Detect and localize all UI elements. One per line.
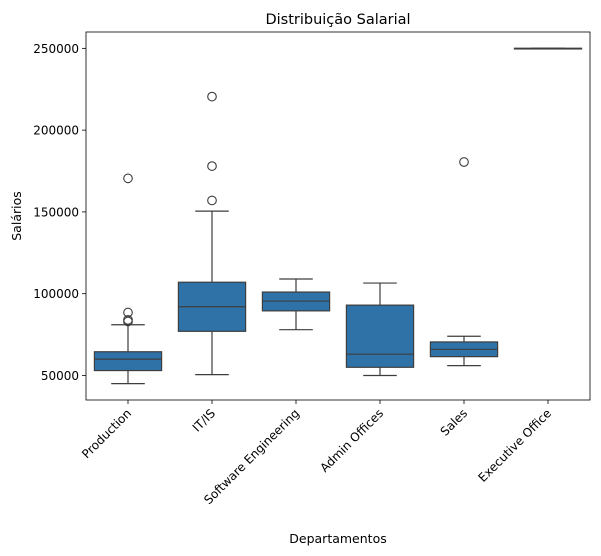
- outlier-1-2: [207, 91, 217, 102]
- y-tick-label-2: 150000: [33, 205, 79, 219]
- chart-title: Distribuição Salarial: [265, 12, 410, 28]
- y-tick-label-3: 200000: [33, 124, 79, 138]
- box-3: [345, 304, 415, 368]
- outlier-1-0: [207, 195, 217, 206]
- y-tick-label-4: 250000: [33, 42, 79, 56]
- outlier-0-2: [123, 307, 133, 318]
- boxes: [93, 47, 583, 385]
- x-tick-label-4: Sales: [438, 406, 470, 438]
- outlier-0-1: [123, 315, 133, 325]
- y-tick-label-0: 50000: [41, 369, 79, 383]
- outlier-1-1: [207, 161, 217, 171]
- box-group-1: [177, 91, 247, 376]
- x-tick-label-3: Admin Offices: [317, 406, 386, 475]
- box-group-2: [261, 278, 331, 331]
- x-tick-label-1: IT/IS: [190, 406, 218, 434]
- box-group-0: [93, 173, 163, 385]
- box-group-5: [513, 47, 583, 50]
- box-group-4: [429, 157, 499, 367]
- outlier-4-0: [459, 157, 469, 167]
- plot-area: [85, 31, 591, 401]
- outlier-0-3: [123, 173, 133, 184]
- y-axis: 50000 100000 150000 200000 250000: [33, 42, 86, 383]
- x-tick-label-0: Production: [79, 406, 134, 461]
- box-group-3: [345, 282, 415, 377]
- box-0: [93, 351, 163, 372]
- x-axis-label: Departamentos: [289, 531, 386, 546]
- x-tick-label-2: Software Engineering: [201, 406, 302, 507]
- y-axis-label: Salários: [9, 191, 24, 241]
- x-tick-label-5: Executive Office: [475, 406, 554, 485]
- y-tick-label-1: 100000: [33, 287, 79, 301]
